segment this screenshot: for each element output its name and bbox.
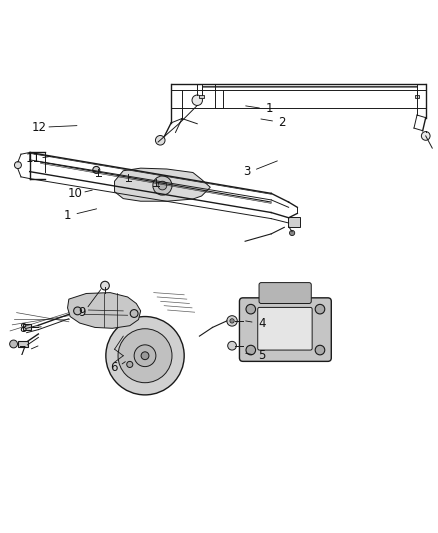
Circle shape	[155, 135, 165, 145]
Text: 3: 3	[244, 165, 251, 178]
Circle shape	[14, 161, 21, 168]
FancyBboxPatch shape	[258, 308, 312, 350]
Text: 1: 1	[265, 102, 273, 116]
Circle shape	[10, 340, 18, 348]
Circle shape	[192, 95, 202, 106]
Text: 5: 5	[258, 349, 265, 362]
Text: 7: 7	[18, 345, 26, 358]
Text: 10: 10	[68, 187, 83, 200]
Circle shape	[158, 181, 167, 190]
Circle shape	[127, 361, 133, 367]
Text: 12: 12	[32, 121, 47, 134]
FancyBboxPatch shape	[240, 298, 331, 361]
FancyBboxPatch shape	[18, 341, 28, 347]
Circle shape	[246, 304, 255, 314]
Text: 1: 1	[64, 208, 71, 222]
Circle shape	[74, 307, 81, 315]
Circle shape	[101, 281, 110, 290]
Circle shape	[227, 316, 237, 326]
Circle shape	[230, 319, 234, 323]
Circle shape	[421, 132, 430, 140]
Circle shape	[315, 345, 325, 355]
Circle shape	[134, 345, 156, 367]
Text: 2: 2	[279, 116, 286, 128]
Circle shape	[130, 310, 138, 318]
Text: 4: 4	[258, 317, 265, 329]
FancyBboxPatch shape	[288, 217, 300, 228]
Circle shape	[228, 341, 237, 350]
Text: 6: 6	[110, 361, 117, 374]
FancyBboxPatch shape	[415, 94, 419, 98]
Polygon shape	[115, 168, 210, 201]
Circle shape	[141, 352, 149, 360]
Circle shape	[315, 304, 325, 314]
FancyBboxPatch shape	[23, 324, 32, 329]
FancyBboxPatch shape	[199, 94, 204, 98]
Circle shape	[246, 345, 255, 355]
Text: 9: 9	[78, 306, 86, 319]
Circle shape	[118, 329, 172, 383]
Circle shape	[106, 317, 184, 395]
Text: 8: 8	[19, 322, 27, 335]
Text: 11: 11	[26, 152, 41, 165]
FancyBboxPatch shape	[259, 282, 311, 303]
Circle shape	[290, 230, 295, 236]
Polygon shape	[67, 293, 141, 328]
Circle shape	[93, 166, 100, 173]
Circle shape	[153, 176, 172, 195]
